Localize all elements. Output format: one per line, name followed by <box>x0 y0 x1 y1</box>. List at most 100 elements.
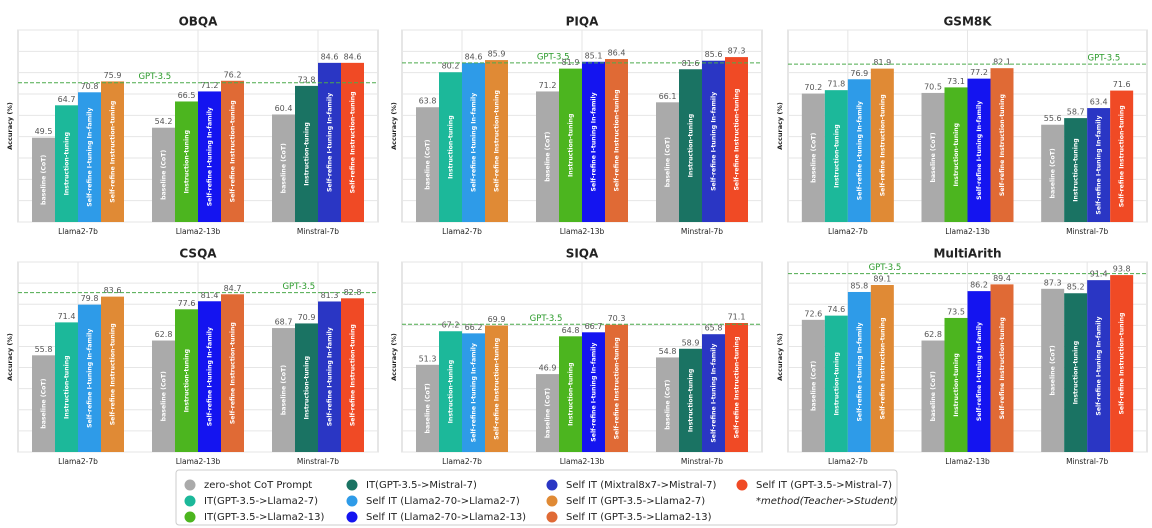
bar-inner-label: Self-refine Instruction-tuning <box>230 100 237 202</box>
x-tick-label: Llama2-13b <box>945 457 990 466</box>
value-label: 93.8 <box>1113 265 1131 274</box>
value-label: 74.6 <box>827 305 845 314</box>
legend-label: Self IT (GPT-3.5->Mistral-7) <box>756 480 892 491</box>
value-label: 76.2 <box>224 70 242 79</box>
legend-label: Self IT (Mixtral8x7->Mistral-7) <box>566 480 717 491</box>
value-label: 89.1 <box>873 275 891 284</box>
bar <box>175 101 198 222</box>
bar <box>416 107 439 222</box>
bar-inner-label: Self-refine I-tuning In-family <box>471 93 478 192</box>
bar-inner-label: Instruction-tuning <box>64 355 71 419</box>
bar-inner-label: Self-refine Instruction-tuning <box>350 91 357 193</box>
bar <box>702 60 725 222</box>
x-tick-label: Llama2-7b <box>442 227 482 236</box>
legend-label: Self IT (GPT-3.5->Llama2-7) <box>566 496 705 507</box>
value-label: 86.4 <box>608 49 626 58</box>
bar <box>921 92 945 222</box>
bar-inner-label: Self-refine Instruction-tuning <box>999 94 1006 196</box>
bar-inner-label: baseline (CoT) <box>930 132 937 182</box>
bar-inner-label: Instruction-tuning <box>568 114 575 178</box>
value-label: 68.7 <box>275 318 293 327</box>
legend-marker <box>184 511 196 523</box>
chart-title: SIQA <box>566 247 599 261</box>
bar <box>967 78 991 222</box>
legend-marker <box>184 479 196 491</box>
value-label: 54.2 <box>155 117 173 126</box>
bar <box>101 81 124 222</box>
x-tick-label: Llama2-7b <box>828 227 868 236</box>
value-label: 70.3 <box>608 314 626 323</box>
chart-title: PIQA <box>566 15 599 29</box>
bar-inner-label: Instruction-tuning <box>304 356 311 420</box>
bar <box>485 60 508 222</box>
legend-marker <box>546 495 558 507</box>
x-tick-label: Minstral-7b <box>681 457 723 466</box>
x-tick-label: Llama2-13b <box>560 227 605 236</box>
bar-inner-label: Instruction-tuning <box>953 353 960 417</box>
value-label: 85.8 <box>850 281 868 290</box>
value-label: 70.5 <box>924 82 942 91</box>
value-label: 79.8 <box>81 294 99 303</box>
bar-inner-label: Self-refine Instruction-tuning <box>1119 313 1126 415</box>
legend-marker <box>346 511 358 523</box>
value-label: 86.2 <box>970 281 988 290</box>
bar-inner-label: baseline (CoT) <box>810 361 817 411</box>
bar-inner-label: Self-refine Instruction-tuning <box>734 336 741 438</box>
legend-marker <box>346 479 358 491</box>
bar-inner-label: Instruction-tuning <box>64 132 71 196</box>
value-label: 66.2 <box>465 323 483 332</box>
legend-label: Self IT (Llama2-70->Llama2-13) <box>366 512 526 523</box>
bar <box>462 333 485 452</box>
legend-marker <box>184 495 196 507</box>
bar-inner-label: baseline (CoT) <box>41 155 48 205</box>
bar <box>824 315 848 452</box>
value-label: 46.9 <box>539 364 557 373</box>
bar-inner-label: Self-refine I-tuning In-family <box>87 108 94 207</box>
bar <box>416 364 439 452</box>
bar <box>702 334 725 452</box>
chart-title: MultiArith <box>933 247 1001 261</box>
bar-inner-label: Instruction-tuning <box>448 115 455 179</box>
value-label: 64.7 <box>58 95 76 104</box>
x-tick-label: Minstral-7b <box>681 227 723 236</box>
value-label: 76.9 <box>850 69 868 78</box>
bar <box>198 91 221 222</box>
value-label: 49.5 <box>35 127 53 136</box>
bar-inner-label: Self-refine I-tuning In-family <box>87 329 94 428</box>
value-label: 84.6 <box>465 52 483 61</box>
bar-inner-label: Instruction-tuning <box>688 114 695 178</box>
bar-inner-label: baseline (CoT) <box>425 139 432 189</box>
bar <box>824 90 848 222</box>
value-label: 85.2 <box>1067 283 1085 292</box>
bar <box>1064 118 1088 222</box>
bar <box>921 340 945 452</box>
y-axis-label: Accuracy (%) <box>390 102 398 150</box>
value-label: 73.1 <box>947 77 965 86</box>
bar <box>295 85 318 222</box>
value-label: 58.9 <box>682 338 700 347</box>
bar-inner-label: baseline (CoT) <box>425 383 432 433</box>
value-label: 89.4 <box>993 274 1011 283</box>
bar <box>536 374 559 452</box>
bar-inner-label: baseline (CoT) <box>930 371 937 421</box>
value-label: 60.4 <box>275 104 293 113</box>
bar-inner-label: Self-refine Instruction-tuning <box>879 317 886 419</box>
bar <box>536 91 559 222</box>
value-label: 82.1 <box>993 58 1011 67</box>
bar <box>582 332 605 452</box>
bar-inner-label: Instruction-tuning <box>448 360 455 424</box>
value-label: 84.7 <box>224 284 242 293</box>
bar-inner-label: baseline (CoT) <box>41 378 48 428</box>
y-axis-label: Accuracy (%) <box>6 102 14 150</box>
bar <box>605 59 628 222</box>
bar <box>318 301 341 452</box>
legend-label: IT(GPT-3.5->Mistral-7) <box>366 480 477 491</box>
bar <box>55 105 78 222</box>
legend-marker <box>546 479 558 491</box>
value-label: 55.8 <box>35 345 53 354</box>
bar-inner-label: Self-refine I-tuning In-family <box>856 101 863 200</box>
bar <box>847 79 871 222</box>
legend-label: zero-shot CoT Prompt <box>204 480 312 491</box>
bar <box>944 317 968 452</box>
